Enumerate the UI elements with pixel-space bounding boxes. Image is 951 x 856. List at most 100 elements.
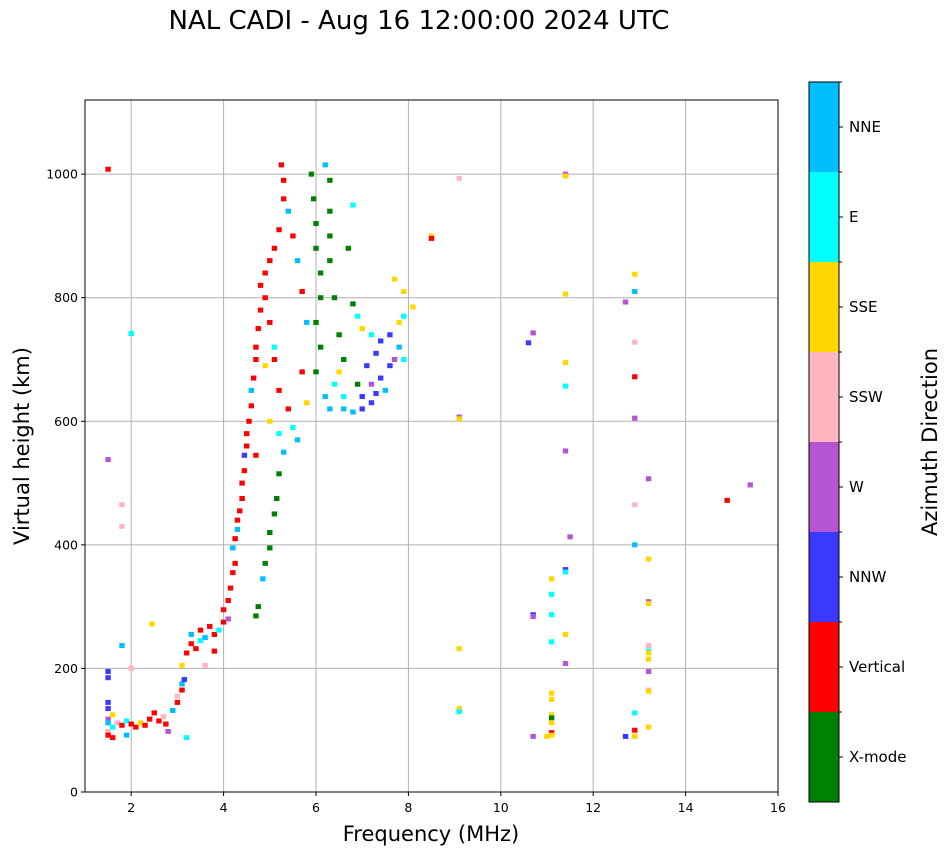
- data-point-sse: [548, 696, 555, 702]
- data-point-vertical: [237, 508, 243, 514]
- data-point-x-mode: [331, 295, 338, 301]
- data-point-w: [225, 616, 231, 622]
- data-point-x-mode: [327, 177, 333, 183]
- data-point-vertical: [250, 375, 257, 381]
- colorbar-tick-label: NNW: [849, 568, 886, 586]
- data-point-ssw: [105, 728, 111, 734]
- data-point-vertical: [257, 282, 264, 288]
- data-point-w: [530, 330, 536, 336]
- data-point-nnw: [359, 406, 365, 412]
- colorbar-label: Azimuth Direction: [918, 348, 942, 536]
- data-point-vertical: [128, 721, 134, 727]
- data-point-sse: [562, 291, 569, 297]
- data-point-sse: [632, 733, 638, 739]
- data-point-vertical: [197, 627, 204, 633]
- data-point-sse: [410, 304, 416, 310]
- data-point-sse: [267, 418, 273, 424]
- data-point-ssw: [114, 720, 121, 726]
- data-point-nnw: [105, 706, 111, 712]
- colorbar-segment: [809, 352, 839, 442]
- data-point-vertical: [267, 319, 273, 325]
- data-point-sse: [110, 712, 116, 718]
- data-point-nne: [322, 394, 328, 400]
- data-point-nne: [322, 162, 328, 168]
- data-point-x-mode: [313, 221, 319, 227]
- data-point-e: [123, 718, 130, 724]
- data-point-sse: [548, 690, 555, 696]
- data-point-sse: [456, 706, 462, 712]
- data-point-vertical: [262, 295, 268, 301]
- data-point-e: [548, 639, 555, 645]
- x-tick-label: 8: [404, 800, 412, 815]
- colorbar-tick-label: SSW: [849, 388, 883, 406]
- data-point-sse: [336, 369, 342, 375]
- data-point-sse: [645, 650, 652, 656]
- x-tick-label: 16: [770, 800, 786, 815]
- colorbar-tick-label: E: [849, 208, 858, 226]
- y-tick-label: 200: [54, 661, 78, 676]
- y-tick-label: 0: [70, 785, 78, 800]
- y-axis-ticks: 0 200 400 600 800 1000: [46, 167, 85, 800]
- data-point-nnw: [622, 733, 629, 739]
- data-point-sse: [548, 720, 555, 726]
- data-point-vertical: [280, 177, 287, 183]
- data-point-x-mode: [345, 245, 352, 251]
- data-point-x-mode: [262, 560, 268, 566]
- data-point-vertical: [724, 497, 730, 503]
- data-point-sse: [562, 631, 569, 637]
- data-point-x-mode: [317, 295, 324, 301]
- data-point-w: [530, 614, 536, 620]
- data-point-nne: [179, 681, 185, 687]
- colorbar-tick-label: SSE: [849, 298, 878, 316]
- data-point-vertical: [299, 289, 305, 295]
- data-point-vertical: [239, 480, 245, 486]
- data-point-w: [645, 669, 652, 675]
- data-point-nne: [294, 437, 301, 443]
- data-point-vertical: [299, 369, 305, 375]
- data-point-e: [350, 202, 356, 208]
- data-point-vertical: [151, 710, 158, 716]
- data-point-vertical: [119, 722, 125, 728]
- data-point-vertical: [246, 418, 252, 424]
- data-point-vertical: [230, 570, 236, 576]
- data-point-vertical: [156, 718, 162, 724]
- data-point-nne: [632, 289, 638, 295]
- data-point-nne: [230, 545, 236, 551]
- data-point-ssw: [645, 643, 652, 649]
- data-point-x-mode: [354, 381, 361, 387]
- data-point-nne: [294, 258, 301, 264]
- data-point-e: [216, 627, 222, 633]
- data-point-vertical: [253, 344, 259, 350]
- data-point-x-mode: [313, 369, 319, 375]
- y-tick-label: 400: [54, 537, 78, 552]
- data-point-nnw: [364, 363, 370, 369]
- colorbar: X-mode Vertical NNW W SSW SSE E NNE: [808, 81, 906, 803]
- data-point-nne: [382, 387, 389, 393]
- data-point-vertical: [257, 307, 264, 313]
- data-point-vertical: [225, 597, 231, 603]
- data-point-vertical: [271, 245, 278, 251]
- data-point-nne: [188, 631, 194, 637]
- data-point-sse: [456, 416, 462, 422]
- data-point-nne: [396, 344, 402, 350]
- data-point-w: [562, 660, 569, 666]
- data-point-x-mode: [327, 208, 333, 214]
- data-point-sse: [149, 621, 155, 627]
- data-point-vertical: [146, 716, 153, 722]
- data-point-e: [341, 394, 347, 400]
- data-point-e: [183, 735, 190, 741]
- data-point-vertical: [239, 496, 245, 502]
- data-point-vertical: [232, 536, 238, 542]
- data-point-e: [632, 710, 638, 716]
- data-point-e: [110, 724, 116, 730]
- data-point-vertical: [276, 227, 282, 233]
- data-point-e: [271, 344, 278, 350]
- data-point-nnw: [387, 363, 393, 369]
- colorbar-segment: [809, 622, 839, 712]
- data-point-x-mode: [255, 604, 261, 610]
- data-point-vertical: [220, 607, 227, 613]
- y-axis-label: Virtual height (km): [10, 347, 34, 545]
- data-point-vertical: [207, 623, 213, 629]
- data-point-sse: [548, 732, 555, 738]
